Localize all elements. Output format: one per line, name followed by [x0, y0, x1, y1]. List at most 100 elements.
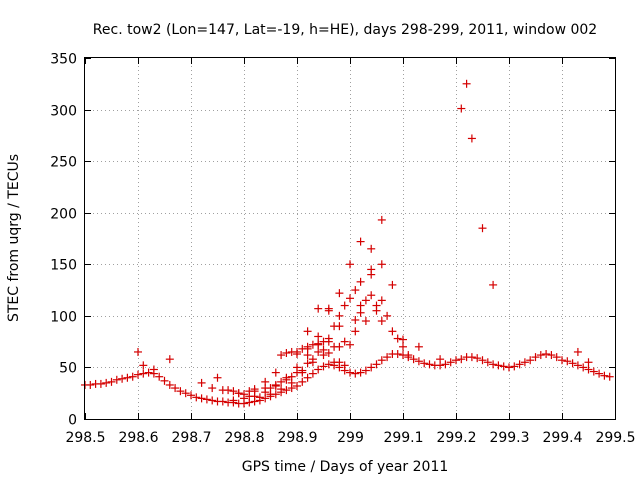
data-point	[356, 308, 365, 317]
data-point	[308, 355, 317, 364]
y-axis-label: STEC from uqrg / TECUs	[6, 154, 22, 322]
data-point	[499, 362, 508, 371]
data-point	[404, 351, 413, 360]
chart-title: Rec. tow2 (Lon=147, Lat=-19, h=HE), days…	[93, 22, 597, 38]
data-point	[489, 280, 498, 289]
y-tick-label: 50	[59, 361, 77, 377]
data-point	[536, 351, 545, 360]
data-point	[335, 358, 344, 367]
data-point	[171, 384, 180, 393]
data-point	[330, 322, 339, 331]
data-point	[271, 381, 280, 390]
data-point	[457, 355, 466, 364]
data-point	[123, 373, 132, 382]
y-tick-label: 200	[50, 207, 77, 223]
data-point	[298, 368, 307, 377]
data-point	[388, 327, 397, 336]
data-point	[277, 377, 286, 386]
data-point	[282, 348, 291, 357]
data-point	[467, 353, 476, 362]
data-point	[335, 342, 344, 351]
data-point	[282, 386, 291, 395]
data-point	[229, 396, 238, 405]
data-point	[478, 356, 487, 365]
data-point	[192, 393, 201, 402]
data-point	[160, 376, 169, 385]
data-point	[558, 356, 566, 365]
data-point	[112, 375, 121, 384]
data-point	[563, 357, 572, 366]
data-point	[165, 355, 174, 364]
x-tick-label: 299	[337, 430, 364, 446]
data-point	[340, 361, 349, 370]
data-point	[452, 356, 460, 365]
data-point	[531, 353, 540, 362]
data-point	[600, 371, 609, 380]
data-point	[250, 392, 259, 401]
data-point	[467, 134, 476, 143]
data-point	[118, 374, 127, 383]
data-point	[361, 317, 370, 326]
data-point	[139, 369, 148, 378]
data-point	[303, 344, 312, 353]
y-tick-label: 350	[50, 52, 77, 68]
data-point	[102, 378, 111, 387]
x-tick-label: 298.9	[277, 430, 317, 446]
data-point	[409, 355, 418, 364]
data-point	[547, 351, 556, 360]
data-point	[346, 294, 354, 303]
data-point	[552, 353, 561, 362]
data-point	[579, 363, 588, 372]
data-point	[346, 340, 354, 349]
data-point	[197, 394, 206, 403]
data-point	[573, 361, 582, 370]
y-tick-label: 0	[68, 413, 77, 429]
data-point	[377, 260, 386, 269]
data-point	[208, 384, 217, 393]
data-point	[414, 357, 423, 366]
data-point	[441, 360, 450, 369]
x-tick-label: 298.5	[65, 430, 105, 446]
data-point	[367, 291, 376, 300]
data-point	[324, 360, 333, 369]
data-point	[457, 104, 466, 113]
data-point	[420, 359, 429, 368]
data-point	[107, 377, 116, 386]
data-point	[605, 372, 614, 381]
x-axis-label: GPS time / Days of year 2011	[242, 459, 449, 475]
data-point	[510, 362, 519, 371]
data-point	[293, 347, 301, 356]
x-tick-label: 299.5	[595, 430, 635, 446]
data-point	[367, 363, 376, 372]
data-point	[399, 342, 407, 351]
data-point	[282, 373, 291, 382]
data-point	[573, 347, 582, 356]
data-point	[202, 395, 211, 404]
data-point	[515, 360, 524, 369]
data-point	[314, 332, 323, 341]
data-point	[351, 286, 360, 295]
data-point	[351, 369, 360, 378]
grid-lines	[85, 58, 615, 419]
data-point	[134, 370, 142, 379]
data-point	[96, 379, 105, 388]
data-point	[324, 337, 333, 346]
data-point	[399, 335, 407, 344]
data-point	[584, 358, 593, 367]
data-point	[155, 372, 164, 381]
data-point	[213, 373, 222, 382]
data-point	[356, 277, 365, 286]
data-point	[324, 348, 333, 357]
data-point	[361, 366, 370, 375]
data-point	[584, 365, 593, 374]
data-point	[367, 270, 376, 279]
y-tick-label: 300	[50, 104, 77, 120]
y-tick-label: 100	[50, 310, 77, 326]
data-point	[176, 387, 185, 396]
data-point	[478, 224, 487, 233]
data-point	[314, 347, 323, 356]
data-point	[356, 237, 365, 246]
data-point	[383, 353, 392, 362]
data-point	[526, 356, 535, 365]
data-point	[218, 397, 227, 406]
